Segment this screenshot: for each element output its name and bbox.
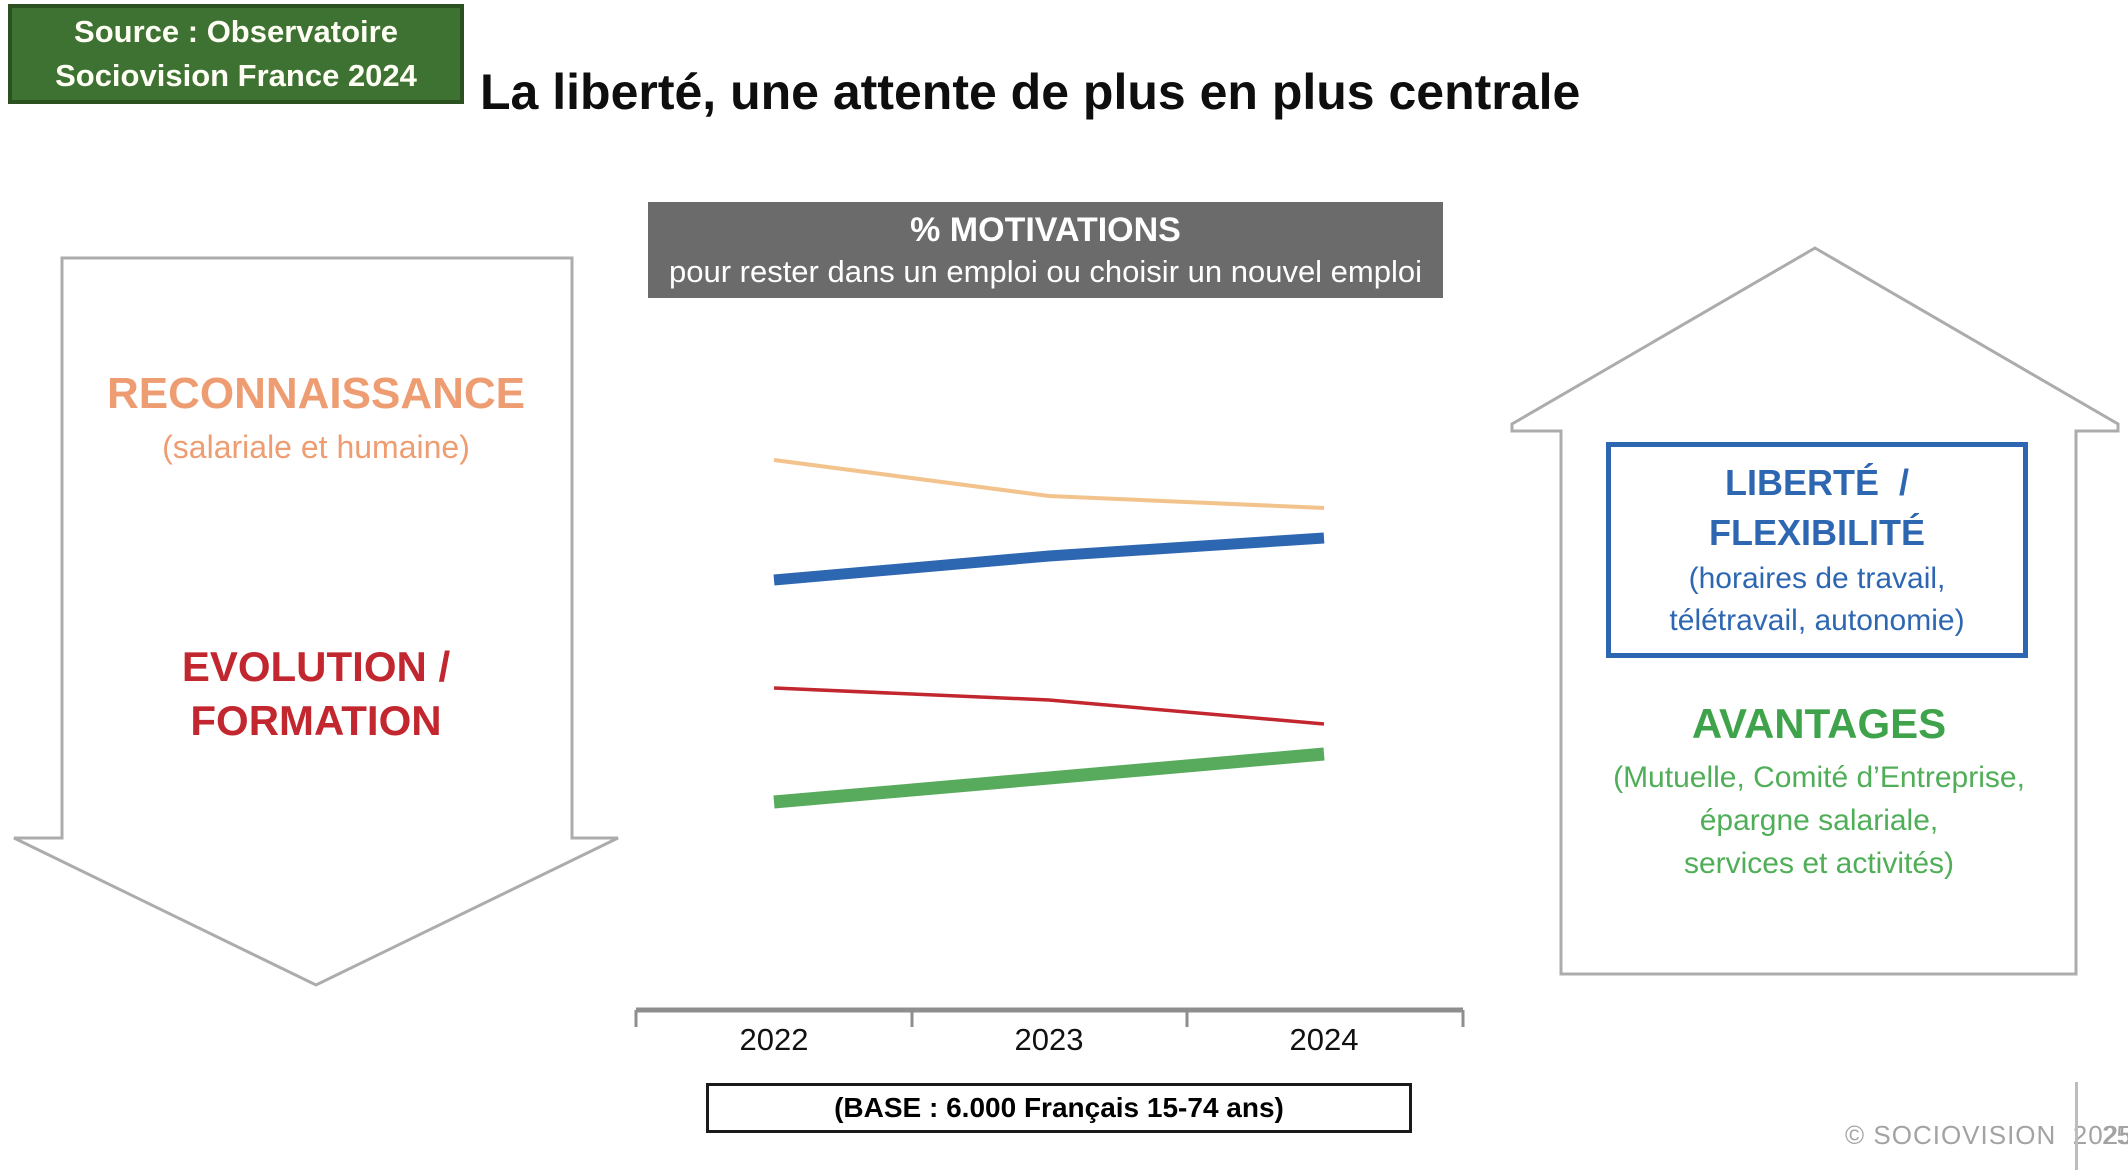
chart-line-2 <box>773 532 1325 586</box>
avantages-sub-3: services et activités) <box>1683 847 1955 881</box>
down-arrow-shape <box>13 256 619 987</box>
evolution-line-2: FORMATION <box>190 697 442 744</box>
x-axis-label-2024: 2024 <box>1289 1022 1359 1057</box>
avantages-sub-2: épargne salariale, <box>1699 804 1939 838</box>
x-axis-label-2023: 2023 <box>1014 1022 1084 1057</box>
base-note-text: (BASE : 6.000 Français 15-74 ans) <box>834 1092 1284 1123</box>
avantages-sub-1: (Mutuelle, Comité d’Entreprise, <box>1613 761 2025 795</box>
reconnaissance-subtitle: (salariale et humaine) <box>162 429 470 466</box>
liberty-sub-1: (horaires de travail, <box>1688 562 1946 595</box>
chart-series-group <box>773 458 1325 809</box>
reconnaissance-title: RECONNAISSANCE <box>106 369 526 418</box>
annotation-reconnaissance: RECONNAISSANCE (salariale et humaine) <box>62 369 570 467</box>
chart-line-3 <box>773 686 1325 726</box>
evolution-line-1: EVOLUTION / <box>181 643 451 690</box>
source-line-2: Sociovision France 2024 <box>55 58 417 93</box>
chart-header: % MOTIVATIONS pour rester dans un emploi… <box>648 202 1443 298</box>
avantages-subtitle: (Mutuelle, Comité d’Entreprise, épargne … <box>1561 756 2077 885</box>
chart-header-subtitle: pour rester dans un emploi ou choisir un… <box>668 254 1423 289</box>
footer-page-number: 25 <box>2102 1120 2128 1150</box>
liberty-sub-2: télétravail, autonomie) <box>1669 604 1965 637</box>
footer-copyright: © SOCIOVISION 2025 <box>1845 1120 2128 1150</box>
x-axis-label-2022: 2022 <box>739 1022 809 1057</box>
source-line-1: Source : Observatoire <box>74 14 398 49</box>
chart-line-4 <box>773 747 1325 809</box>
liberty-line-2: FLEXIBILITÉ <box>1709 512 1925 553</box>
source-box: Source : Observatoire Sociovision France… <box>8 4 464 104</box>
base-note-box: (BASE : 6.000 Français 15-74 ans) <box>706 1083 1412 1133</box>
liberty-flexibility-box: LIBERTÉ / FLEXIBILITÉ (horaires de trava… <box>1606 442 2028 658</box>
chart-line-1 <box>773 458 1325 510</box>
liberty-line-1: LIBERTÉ / <box>1724 462 1909 503</box>
annotation-evolution-formation: EVOLUTION / FORMATION <box>62 640 570 748</box>
slide-title: La liberté, une attente de plus en plus … <box>480 64 1581 120</box>
chart-header-title: % MOTIVATIONS <box>910 211 1181 249</box>
annotation-avantages: AVANTAGES (Mutuelle, Comité d’Entreprise… <box>1561 700 2077 885</box>
footer-divider-line <box>2075 1082 2078 1170</box>
avantages-title: AVANTAGES <box>1691 700 1947 747</box>
